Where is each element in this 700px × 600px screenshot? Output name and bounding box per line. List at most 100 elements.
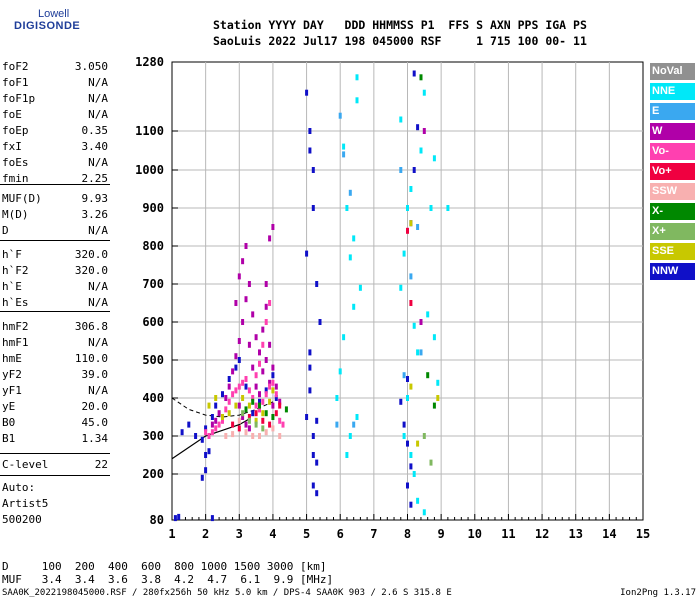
echo-point-w xyxy=(261,368,265,375)
param-row: hmF2 306.8 xyxy=(2,320,108,336)
echo-point-nnw xyxy=(264,387,268,394)
separator xyxy=(0,240,110,241)
echo-point-nnw xyxy=(409,463,413,470)
echo-point-nnw xyxy=(244,383,248,390)
y-tick-label: 300 xyxy=(142,429,164,443)
echo-point-w xyxy=(274,383,278,390)
x-tick-label: 10 xyxy=(468,527,482,541)
param-value: N/A xyxy=(88,156,108,169)
param-value: N/A xyxy=(88,280,108,293)
param-value: 110.0 xyxy=(74,352,108,365)
echo-point-w xyxy=(264,303,268,310)
trace-line xyxy=(171,418,250,460)
param-row: foEs N/A xyxy=(2,156,108,172)
echo-point-nnw xyxy=(194,433,198,439)
param-row: M(D) 3.26 xyxy=(2,208,108,224)
echo-point-ssw xyxy=(278,433,282,439)
echo-point-w xyxy=(419,319,423,325)
param-name: C-level xyxy=(2,458,49,471)
echo-point-nne xyxy=(409,186,413,192)
echo-point-vo- xyxy=(271,379,275,386)
param-row: fxI 3.40 xyxy=(2,140,108,156)
param-name: h`F xyxy=(2,248,22,261)
echo-point-vo- xyxy=(231,391,235,398)
param-name: yF2 xyxy=(2,368,22,381)
echo-point-w xyxy=(234,300,238,306)
echo-point-sse xyxy=(254,417,258,424)
separator xyxy=(0,453,110,454)
echo-point-nnw xyxy=(177,513,181,520)
legend-item-x-: X+ xyxy=(650,223,695,240)
echo-point-ssw xyxy=(231,431,235,438)
echo-point-nnw xyxy=(180,429,184,436)
param-value: 1.34 xyxy=(81,432,109,445)
legend-item-vo-: Vo+ xyxy=(650,163,695,180)
param-row: fmin 2.25 xyxy=(2,172,108,188)
echo-point-sse xyxy=(247,402,251,409)
echo-point-vo- xyxy=(217,421,221,428)
echo-point-nnw xyxy=(173,515,177,522)
param-row: B1 1.34 xyxy=(2,432,108,448)
echo-point-nnw xyxy=(210,515,214,522)
echo-point-nne xyxy=(358,284,362,291)
echo-point-vo- xyxy=(258,406,261,413)
echo-point-x- xyxy=(264,410,268,417)
param-value: 0.35 xyxy=(81,124,109,137)
echo-point-w xyxy=(210,421,214,428)
param-row: hmF1 N/A xyxy=(2,336,108,352)
echo-point-e xyxy=(409,273,413,280)
echo-point-nnw xyxy=(412,167,416,173)
artist-version: 500200 xyxy=(2,513,42,526)
echo-point-w xyxy=(268,341,272,348)
param-row: h`E N/A xyxy=(2,280,108,296)
echo-point-x- xyxy=(422,433,426,439)
echo-point-nnw xyxy=(308,387,312,394)
echo-point-nnw xyxy=(406,482,409,489)
echo-point-e xyxy=(338,112,342,119)
param-value: N/A xyxy=(88,76,108,89)
echo-point-nne xyxy=(348,433,352,439)
echo-point-nne xyxy=(355,97,359,104)
echo-point-nnw xyxy=(204,467,208,474)
y-tick-label: 1280 xyxy=(135,55,164,69)
artist-label: Artist5 xyxy=(2,497,49,510)
echo-point-w xyxy=(271,224,275,230)
echo-point-vo- xyxy=(409,300,413,306)
echo-point-nnw xyxy=(305,89,309,96)
echo-point-nne xyxy=(432,334,436,341)
param-name: foF2 xyxy=(2,60,29,73)
footer-version: Ion2Png 1.3.17 xyxy=(620,588,696,598)
param-row: h`F 320.0 xyxy=(2,248,108,264)
echo-point-nnw xyxy=(221,391,224,398)
param-row: hmE 110.0 xyxy=(2,352,108,368)
param-name: h`F2 xyxy=(2,264,29,277)
echo-point-nnw xyxy=(315,459,319,466)
param-row: foEp 0.35 xyxy=(2,124,108,140)
echo-point-x- xyxy=(251,398,255,405)
echo-point-nnw xyxy=(204,452,208,458)
echo-point-w xyxy=(271,402,275,409)
echo-point-w xyxy=(258,391,261,398)
echo-point-sse xyxy=(436,395,440,401)
echo-point-w xyxy=(244,243,248,249)
param-name: yE xyxy=(2,400,16,413)
echo-point-nne xyxy=(406,205,409,211)
echo-point-nnw xyxy=(305,414,309,420)
echo-point-nne xyxy=(422,509,426,516)
param-name: h`Es xyxy=(2,296,29,309)
echo-point-nnw xyxy=(409,501,413,508)
echo-point-nnw xyxy=(187,421,191,428)
echo-point-w xyxy=(244,296,248,303)
legend-item-noval: NoVal xyxy=(650,63,695,80)
echo-point-nnw xyxy=(416,124,420,131)
echo-point-vo- xyxy=(244,376,248,382)
echo-point-w xyxy=(237,273,241,280)
legend-item-w: W xyxy=(650,123,695,140)
legend-item-e: E xyxy=(650,103,695,120)
echo-point-e xyxy=(402,372,406,379)
echo-point-nnw xyxy=(308,364,312,371)
echo-point-w xyxy=(237,402,241,409)
echo-point-vo- xyxy=(247,387,251,394)
param-row: yF2 39.0 xyxy=(2,368,108,384)
